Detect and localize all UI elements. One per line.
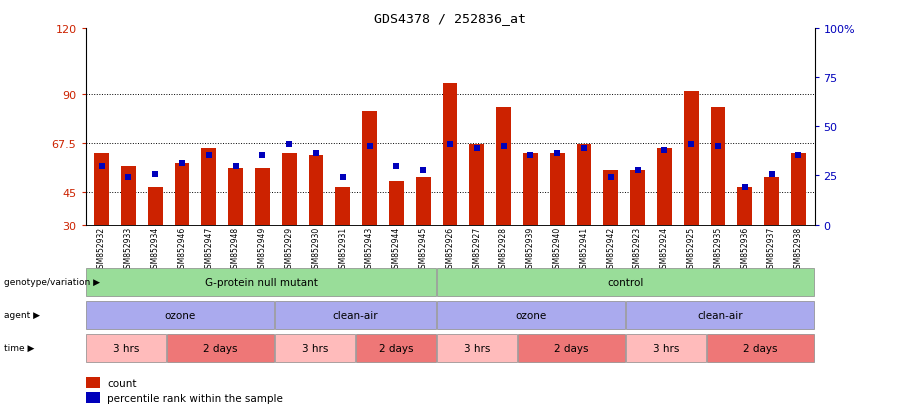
Bar	[121, 166, 136, 225]
Bar	[86, 268, 436, 296]
Text: GDS4378 / 252836_at: GDS4378 / 252836_at	[374, 12, 526, 25]
Bar	[437, 268, 814, 296]
Bar	[86, 392, 100, 403]
Bar	[437, 301, 625, 329]
Bar	[550, 153, 564, 225]
Text: time ▶: time ▶	[4, 344, 35, 352]
Bar	[737, 188, 752, 225]
Bar	[707, 334, 814, 362]
Bar	[389, 181, 404, 225]
Text: ozone: ozone	[516, 310, 546, 320]
Text: agent ▶: agent ▶	[4, 311, 40, 319]
Text: genotype/variation ▶: genotype/variation ▶	[4, 278, 101, 286]
Bar	[282, 153, 297, 225]
Bar	[470, 145, 484, 225]
Text: 2 days: 2 days	[554, 343, 589, 353]
Text: percentile rank within the sample: percentile rank within the sample	[107, 393, 284, 403]
Text: 2 days: 2 days	[203, 343, 238, 353]
Bar	[275, 301, 436, 329]
Bar	[229, 169, 243, 225]
Text: 3 hrs: 3 hrs	[112, 343, 140, 353]
Text: clean-air: clean-air	[333, 310, 378, 320]
Text: count: count	[107, 378, 137, 388]
Text: ozone: ozone	[165, 310, 195, 320]
Text: 3 hrs: 3 hrs	[652, 343, 680, 353]
Bar	[437, 334, 517, 362]
Bar	[443, 83, 457, 225]
Text: 3 hrs: 3 hrs	[302, 343, 328, 353]
Bar	[711, 107, 725, 225]
Bar	[657, 149, 671, 225]
Text: clean-air: clean-air	[698, 310, 742, 320]
Text: 3 hrs: 3 hrs	[464, 343, 490, 353]
Bar	[175, 164, 189, 225]
Bar	[764, 177, 779, 225]
Bar	[630, 171, 645, 225]
Bar	[86, 377, 100, 388]
Bar	[577, 145, 591, 225]
Bar	[86, 301, 274, 329]
Bar	[626, 334, 706, 362]
Bar	[202, 149, 216, 225]
Bar	[336, 188, 350, 225]
Bar	[275, 334, 355, 362]
Text: 2 days: 2 days	[379, 343, 413, 353]
Bar	[356, 334, 436, 362]
Bar	[309, 155, 323, 225]
Bar	[167, 334, 274, 362]
Bar	[416, 177, 430, 225]
Bar	[362, 112, 377, 225]
Text: 2 days: 2 days	[743, 343, 778, 353]
Bar	[603, 171, 618, 225]
Bar	[523, 153, 538, 225]
Bar	[496, 107, 511, 225]
Bar	[86, 334, 166, 362]
Bar	[791, 153, 806, 225]
Bar	[684, 92, 698, 225]
Bar	[255, 169, 270, 225]
Text: control: control	[608, 277, 643, 287]
Bar	[148, 188, 163, 225]
Bar	[94, 153, 109, 225]
Bar	[626, 301, 814, 329]
Text: G-protein null mutant: G-protein null mutant	[204, 277, 318, 287]
Bar	[518, 334, 625, 362]
